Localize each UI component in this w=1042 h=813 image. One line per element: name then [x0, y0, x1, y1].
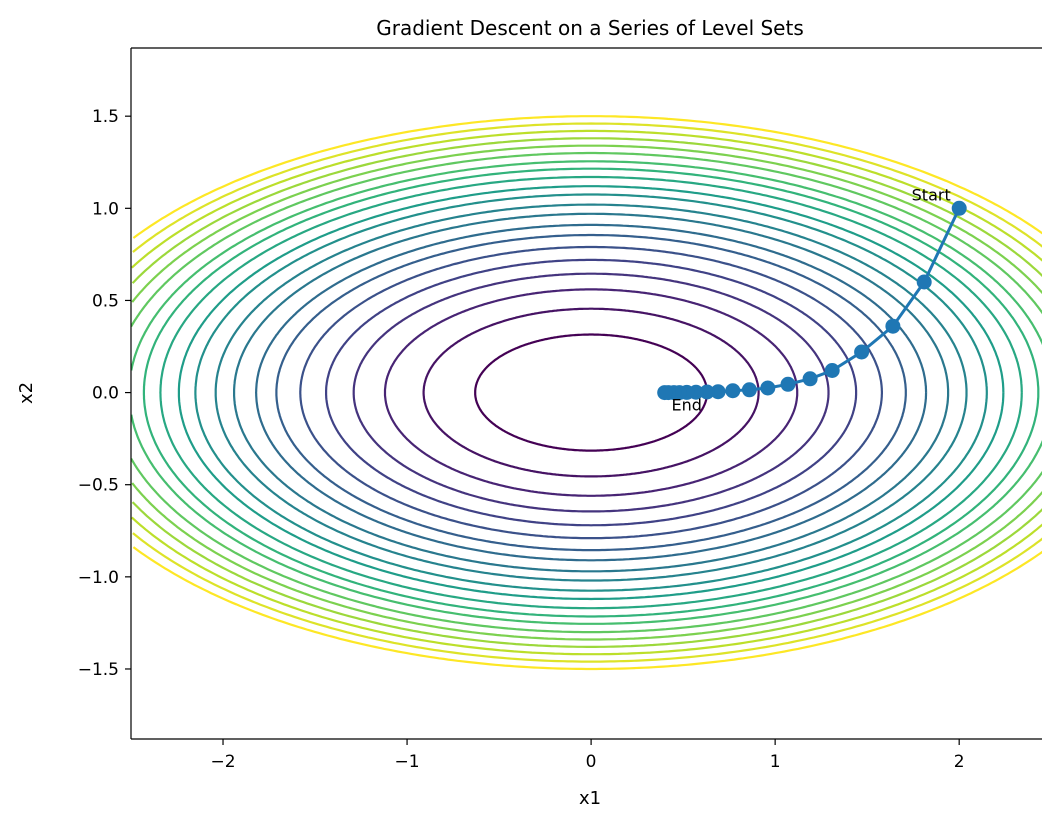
contour-level-line: [142, 167, 1040, 618]
x-tick-label: 2: [954, 752, 965, 772]
y-tick-label: 0.0: [92, 384, 119, 404]
start-annotation: Start: [912, 185, 951, 204]
contour-level-line: [214, 203, 968, 582]
descent-path-point: [824, 363, 840, 378]
contour-level-line: [254, 223, 928, 562]
descent-path-point: [725, 383, 741, 399]
contour-level-line: [131, 129, 1042, 269]
contour-level-line: [275, 233, 907, 552]
descent-path-point: [885, 318, 901, 334]
contour-lines: [131, 115, 1042, 671]
contour-level-line: [352, 272, 830, 513]
contour-level-line: [132, 546, 1042, 671]
x-ticks: −2 −1 0 1 2: [210, 739, 965, 772]
contour-level-line: [132, 532, 1042, 663]
descent-path-point: [854, 344, 870, 360]
contour-level-line: [131, 144, 1042, 303]
x-tick-label: 0: [586, 752, 597, 772]
end-annotation: End: [671, 396, 701, 415]
contour-level-line: [474, 333, 709, 452]
x-tick-label: −2: [210, 752, 235, 772]
x-axis-label: x1: [579, 788, 601, 809]
y-ticks: −1.5 −1.0 −0.5 0.0 0.5 1.0 1.5: [78, 107, 131, 680]
path-annotations: Start End: [671, 185, 950, 414]
descent-path-point: [657, 385, 673, 401]
contour-level-line: [131, 482, 1042, 641]
descent-path-point: [699, 384, 715, 400]
descent-path: [657, 200, 967, 401]
contour-level-line: [131, 458, 1042, 634]
descent-path-point: [780, 376, 796, 392]
contour-level-line: [233, 212, 950, 573]
contour-level-line: [299, 245, 883, 540]
chart-title: Gradient Descent on a Series of Level Se…: [376, 16, 804, 40]
descent-path-point: [916, 274, 932, 290]
descent-path-point: [951, 200, 967, 216]
contour-level-line: [131, 137, 1042, 284]
contour-level-line: [194, 193, 988, 592]
contour-level-line: [132, 122, 1042, 253]
y-tick-label: −1.0: [78, 568, 119, 588]
contour-level-line: [131, 414, 1042, 625]
y-tick-label: 1.0: [92, 199, 119, 219]
y-tick-label: −0.5: [78, 476, 119, 496]
axes: [130, 47, 1042, 740]
y-tick-label: −1.5: [78, 660, 119, 680]
descent-path-point: [760, 380, 776, 396]
contour-level-line: [131, 151, 1042, 328]
contour-level-line: [383, 288, 799, 497]
y-axis-label: x2: [16, 382, 37, 404]
contour-level-line: [131, 160, 1042, 371]
y-tick-label: 1.5: [92, 107, 119, 127]
contour-level-line: [132, 115, 1042, 239]
descent-path-point: [710, 384, 726, 400]
contour-level-line: [177, 185, 1005, 601]
descent-path-point: [802, 371, 818, 387]
contour-level-line: [131, 516, 1042, 656]
contour-level-line: [325, 258, 858, 527]
descent-path-point: [741, 382, 757, 398]
contour-level-line: [131, 501, 1042, 648]
contour-level-line: [159, 175, 1023, 610]
contour-level-line: [422, 307, 760, 478]
y-tick-label: 0.5: [92, 291, 119, 311]
x-tick-label: 1: [770, 752, 781, 772]
x-tick-label: −1: [395, 752, 420, 772]
